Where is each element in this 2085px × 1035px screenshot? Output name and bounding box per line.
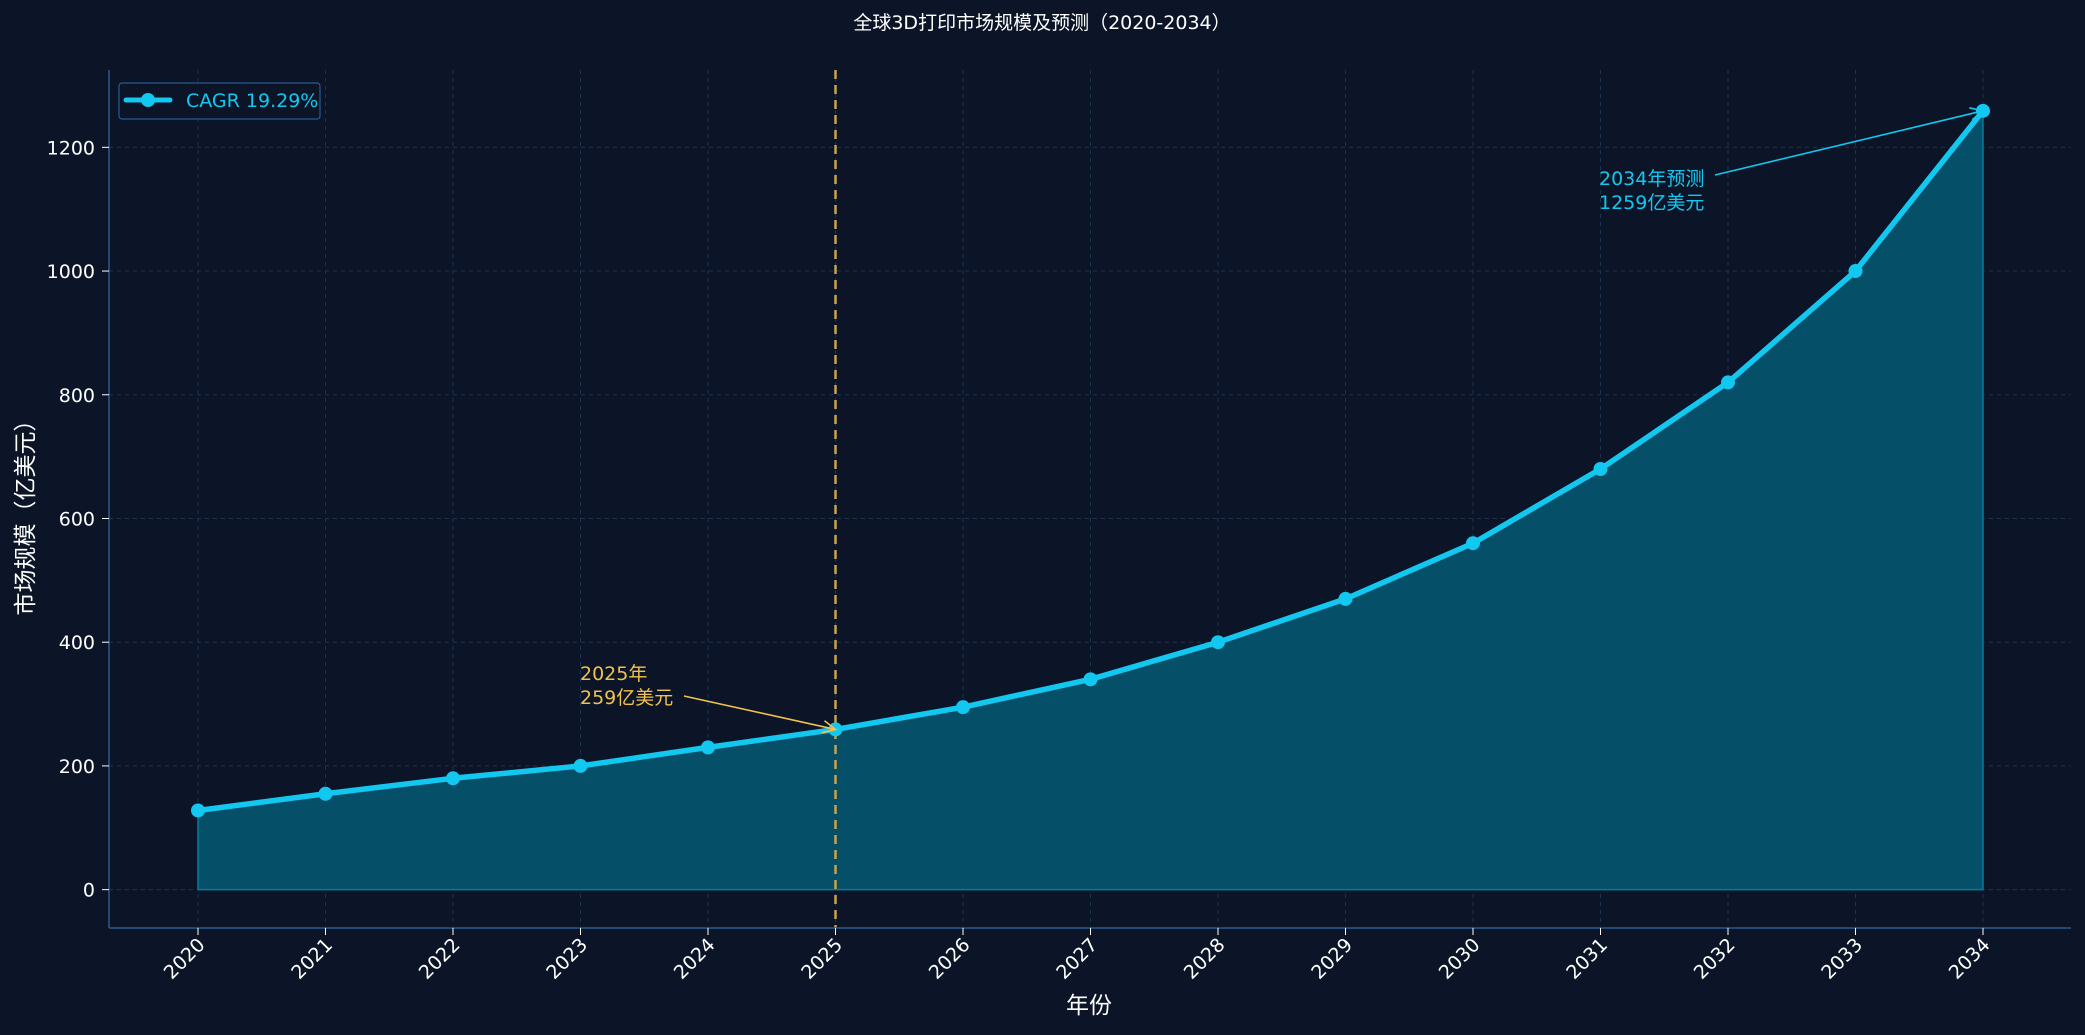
data-point-2022 xyxy=(446,771,460,786)
data-point-2021 xyxy=(318,786,333,801)
legend-label: CAGR 19.29% xyxy=(186,90,318,112)
annotation-2034-arrowhead xyxy=(1969,107,1985,121)
annotation-2025-line-0: 2025年 xyxy=(580,663,647,685)
chart-title: 全球3D打印市场规模及预测（2020-2034） xyxy=(853,12,1230,34)
legend-marker-swatch xyxy=(141,93,155,107)
y-tick-label: 0 xyxy=(83,880,95,902)
data-point-2027 xyxy=(1083,672,1098,687)
y-tick-label: 800 xyxy=(59,385,95,407)
annotation-2025-arrow xyxy=(683,695,836,731)
y-axis-label: 市场规模（亿美元） xyxy=(13,409,39,616)
y-tick-label: 400 xyxy=(59,632,95,654)
data-point-2024 xyxy=(701,740,715,755)
data-point-2029 xyxy=(1338,591,1353,606)
data-point-2030 xyxy=(1466,536,1480,551)
data-point-2028 xyxy=(1211,635,1225,650)
y-tick-label: 1200 xyxy=(47,137,95,159)
annotation-2034-line-1: 1259亿美元 xyxy=(1599,192,1704,214)
legend: CAGR 19.29% xyxy=(118,82,321,120)
annotation-2025-arrowhead xyxy=(821,720,838,734)
x-axis-label: 年份 xyxy=(1066,993,1112,1019)
y-tick-label: 200 xyxy=(59,756,95,778)
y-tick-label: 1000 xyxy=(47,261,95,283)
annotation-2034-line-0: 2034年预测 xyxy=(1599,168,1704,190)
data-point-2023 xyxy=(573,758,588,773)
data-point-2031 xyxy=(1593,461,1608,476)
annotation-2025-line-1: 259亿美元 xyxy=(580,687,673,709)
annotation-2034-arrow xyxy=(1714,110,1984,176)
legend-box xyxy=(118,82,321,120)
data-point-2020 xyxy=(191,803,205,818)
data-point-2032 xyxy=(1721,375,1735,390)
data-point-2033 xyxy=(1848,264,1863,279)
data-point-2026 xyxy=(956,700,970,715)
y-tick-label: 600 xyxy=(59,508,95,530)
